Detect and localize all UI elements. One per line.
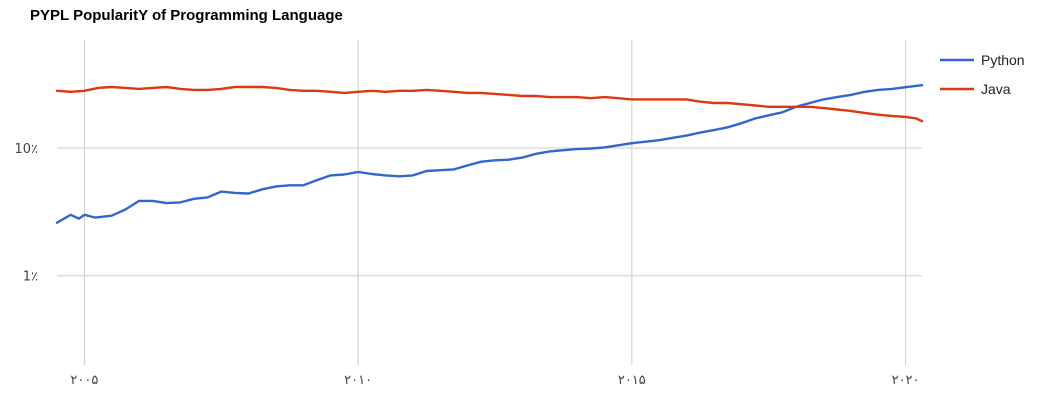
series-line-java [57,87,922,121]
x-tick-label: ۲۰۱۰ [344,373,372,388]
chart-title: PYPL PopularitY of Programming Language [30,7,343,24]
y-tick-label: 1٪ [23,270,38,285]
x-tick-label: ۲۰۱۵ [618,373,646,388]
legend-label-python: Python [981,52,1025,68]
x-tick-label: ۲۰۰۵ [70,373,98,388]
legend: Python Java [940,52,1025,97]
x-tick-label: ۲۰۲۰ [892,373,920,388]
tick-layer: 1٪ 10٪ ۲۰۰۵ ۲۰۱۰ ۲۰۱۵ ۲۰۲۰ [14,142,919,388]
legend-label-java: Java [981,81,1011,97]
y-tick-label: 10٪ [14,142,38,157]
series-layer [57,85,922,223]
